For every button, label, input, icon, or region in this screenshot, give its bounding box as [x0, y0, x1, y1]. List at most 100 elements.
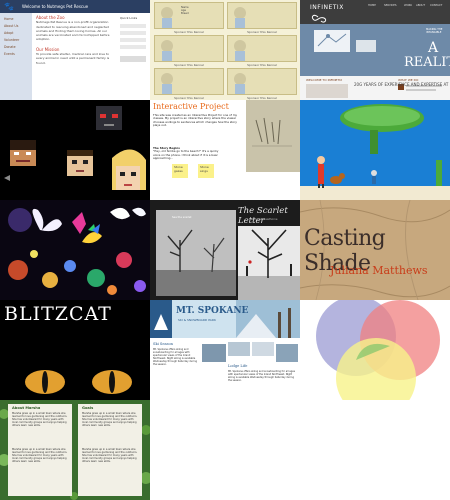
story-text: "Hey, old Simba go to the beach?" It's a…: [153, 149, 219, 161]
page-text: Marsha grew up in a small town where she…: [12, 448, 68, 464]
book-title: The Scarlet Letter: [238, 206, 288, 226]
mini-label: Age: [181, 9, 187, 13]
park-subtitle: SKI & SNOWBOARD PARK: [178, 318, 216, 322]
mountain-photo: [150, 300, 300, 338]
page-heading: Goals: [82, 406, 94, 410]
menu-item[interactable]: ABOUT: [416, 4, 426, 7]
tile-characters[interactable]: [0, 100, 150, 200]
right-column: Quick Links: [120, 16, 150, 62]
sticky-note[interactable]: Stone gazes: [172, 164, 188, 178]
tile-infinetix[interactable]: INFINETIX HOME SERVICES WORK ABOUT CONTA…: [300, 0, 450, 100]
sticky-note[interactable]: Stone sings: [198, 164, 214, 178]
wire-sketch: [252, 117, 292, 147]
card-caption: Sponsor this Kennel: [247, 96, 277, 100]
kennel-card[interactable]: [154, 68, 224, 95]
nav-item[interactable]: Adopt: [4, 31, 14, 35]
dog-illustration: [234, 40, 246, 61]
welcome-heading: WELCOME TO INFINETIX: [306, 78, 343, 82]
paw-icon: 🐾: [4, 2, 14, 11]
tile-pet-rescue[interactable]: 🐾 Welcome to Nutmegs Pet Rescue Home Abo…: [0, 0, 150, 100]
cat-eyes: [25, 370, 132, 394]
hero-banner: [300, 24, 450, 76]
hero-a: A: [428, 40, 439, 56]
card-caption: Sponsor this Kennel: [247, 63, 277, 67]
brochure-photos: [202, 342, 298, 362]
kennel-card[interactable]: [227, 68, 297, 95]
nav-item[interactable]: Donate: [4, 45, 16, 49]
project-text: This site was created as an Interactive …: [153, 113, 238, 128]
content-body-2: To provide safe shelter, medical care an…: [36, 52, 110, 65]
project-title: Interactive Project: [153, 102, 229, 111]
infinetix-logo[interactable]: INFINETIX: [310, 4, 344, 11]
nav-item[interactable]: About Us: [4, 24, 19, 28]
menu-item[interactable]: WORK: [404, 4, 413, 7]
venn-diagram: [316, 300, 440, 400]
scene-caption: Sea the scarlet: [172, 216, 192, 219]
years-text: 20G YEARS OF EXPERIENCE AND EXPERTISE AT: [354, 82, 449, 87]
tile-mt-spokane[interactable]: MT. SPOKANE SKI & SNOWBOARD PARK Ski Sea…: [150, 300, 300, 400]
brochure-column: Mt. Spokane offers skiing and snowboardi…: [153, 348, 197, 366]
brochure-column: Mt. Spokane offers skiing and snowboardi…: [228, 370, 295, 382]
wood-grain: [300, 200, 450, 300]
kennel-card[interactable]: [227, 35, 297, 62]
story-block: The Story Begins "Hey, old Simba go to t…: [153, 146, 219, 161]
dog-illustration: [234, 7, 246, 28]
tile-green-brochure[interactable]: About Marsha Marsha grew up in a small t…: [0, 400, 150, 500]
tile-venn-circles[interactable]: [300, 300, 450, 400]
tile-butterflies[interactable]: [0, 200, 150, 300]
header-band: [150, 300, 300, 338]
content-body: Nutmegs Pet Rescue is a non-profit organ…: [36, 20, 110, 42]
lower-section: WELCOME TO INFINETIX 20G YEARS OF EXPERI…: [300, 76, 450, 100]
page-heading: About Marsha: [12, 406, 41, 410]
hero-reality: REALITY: [404, 55, 450, 70]
page-text: Marsha grew up in a small town where she…: [82, 448, 138, 464]
tile-blitzcat[interactable]: BLITZCAT: [0, 300, 150, 400]
main-content: About the Zoo Nutmegs Pet Rescue is a no…: [36, 15, 116, 65]
card-caption: Sponsor this Kennel: [174, 63, 204, 67]
card-caption: Sponsor this Kennel: [247, 30, 277, 34]
site-title: Welcome to Nutmegs Pet Rescue: [22, 4, 89, 9]
content-heading: About the Zoo: [36, 15, 65, 20]
hero-art: [314, 30, 376, 52]
butterfly-collage: [8, 207, 146, 295]
nav-item[interactable]: Events: [4, 52, 15, 56]
brochure-page: [78, 404, 142, 496]
dog-illustration: [234, 73, 246, 94]
section-heading: Ski Season: [153, 342, 173, 346]
tile-sky-scene[interactable]: [300, 100, 450, 200]
kennel-card[interactable]: [227, 2, 297, 29]
tile-interactive-project[interactable]: Interactive Project This site was create…: [150, 100, 300, 200]
tree-scene: [150, 200, 300, 300]
nav-item[interactable]: Volunteer: [4, 38, 20, 42]
mini-label: Name: [181, 6, 189, 9]
site-header: 🐾 Welcome to Nutmegs Pet Rescue: [0, 0, 150, 13]
right-links-lines: [120, 24, 146, 62]
top-bar: [300, 0, 450, 24]
right-heading: Quick Links: [120, 16, 138, 20]
menu-item[interactable]: SERVICES: [384, 4, 397, 7]
kennel-card[interactable]: Name Age Breed: [154, 2, 224, 29]
card-caption: Sponsor this Kennel: [174, 30, 204, 34]
tile-scarlet-letter[interactable]: Sea the scarlet The Scarlet Letter Natha…: [150, 200, 300, 300]
lower-images: [306, 84, 442, 98]
page-text: Marsha grew up in a small town where she…: [12, 412, 68, 428]
book-author: Nathaniel Hawthorne: [250, 218, 278, 221]
nav-item[interactable]: Home: [4, 17, 14, 21]
kennel-card[interactable]: [154, 35, 224, 62]
sky-scene-art: [300, 104, 450, 200]
texture-photo: [246, 100, 300, 172]
tile-casting-shade[interactable]: Casting Shade Juliana Matthews: [300, 200, 450, 300]
book-title: Casting Shade: [304, 226, 386, 276]
infinity-logo-icon: [311, 14, 327, 23]
page-text: Marsha grew up in a small town where she…: [82, 412, 138, 428]
menu-item[interactable]: HOME: [368, 4, 376, 7]
brochure-page: [8, 404, 72, 496]
dog-illustration: [161, 40, 173, 61]
content-heading-2: Our Mission: [36, 46, 60, 52]
book-author: Juliana Matthews: [330, 264, 428, 277]
story-heading: The Story Begins: [153, 146, 180, 150]
park-title: MT. SPOKANE: [176, 306, 249, 316]
sidebar: [0, 13, 32, 100]
menu-item[interactable]: CONTACT: [430, 4, 443, 7]
tile-kennel-sponsor[interactable]: Name Age Breed Sponsor this Kennel Sponsor…: [150, 0, 300, 100]
